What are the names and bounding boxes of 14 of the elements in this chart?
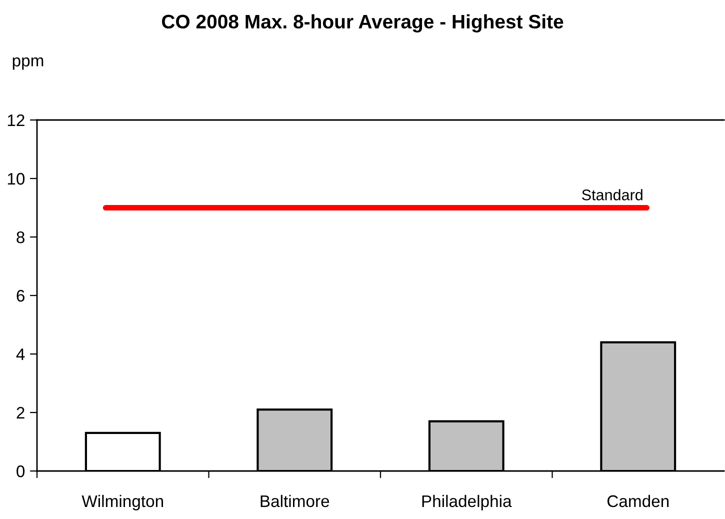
y-tick-label: 10 [8,172,25,185]
y-tick-label: 8 [16,231,24,244]
x-tick-label: Wilmington [82,494,164,510]
x-tick-label: Philadelphia [422,494,512,510]
y-tick-label: 0 [16,465,25,478]
ref-line-label: Standard [582,189,642,200]
y-axis-title: ppm [12,57,44,70]
x-tick-label: Baltimore [260,494,330,508]
y-tick-label: 12 [8,114,24,126]
x-tick-label: Camden [607,494,669,508]
chart-title: CO 2008 Max. 8-hour Average - Highest Site [162,14,564,32]
y-tick-label: 4 [16,348,25,360]
y-tick-label: 2 [16,406,24,419]
y-tick-label: 6 [16,290,24,302]
